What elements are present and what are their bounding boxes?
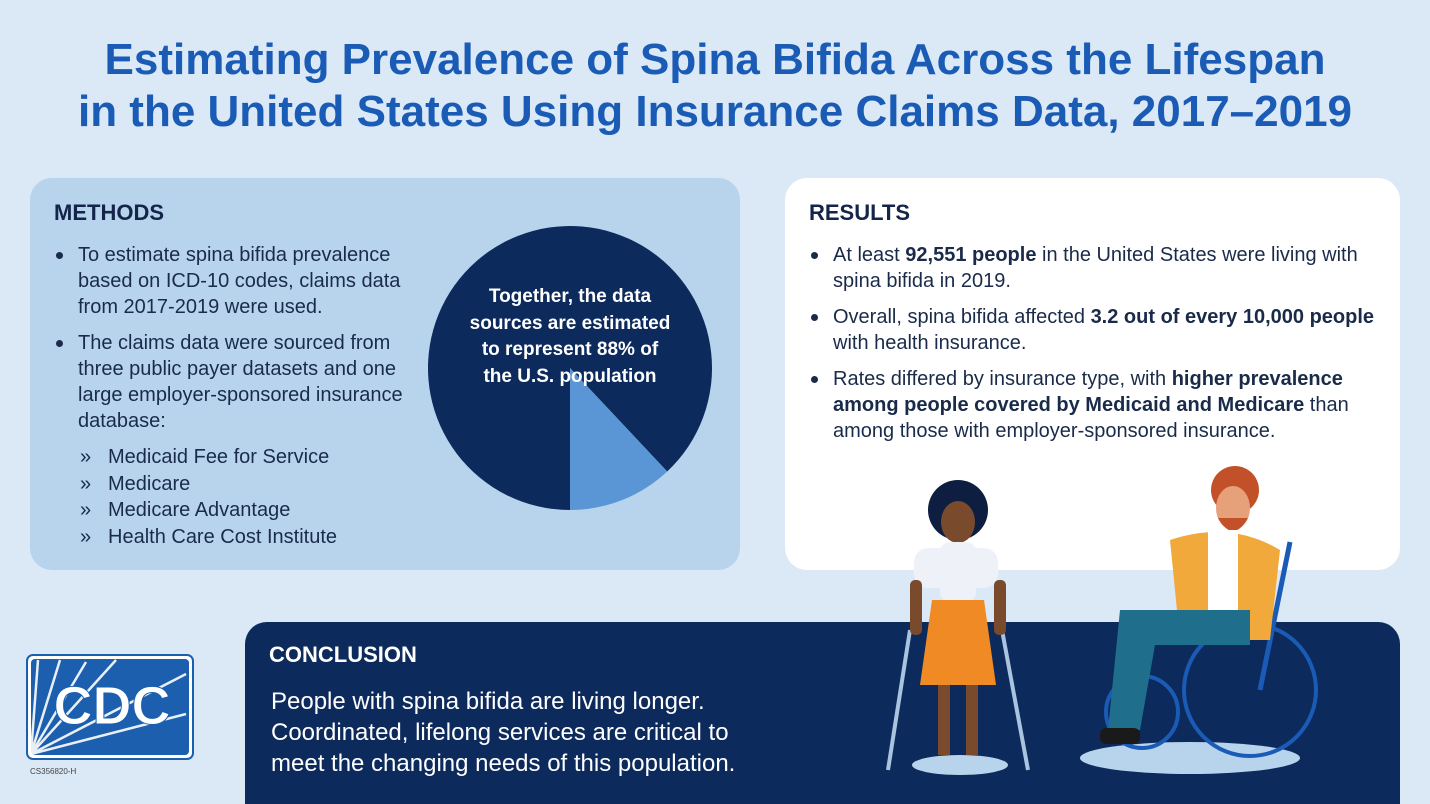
- bullet-run: At least: [833, 244, 906, 266]
- pie-text-line: the U.S. population: [483, 365, 657, 387]
- sub-bullet: » Medicaid Fee for Service: [54, 444, 424, 471]
- bullet-run: 92,551 people: [905, 244, 1037, 266]
- sub-bullet: » Medicare Advantage: [54, 497, 424, 524]
- sub-bullet-text: Medicaid Fee for Service: [108, 446, 330, 468]
- results-heading: RESULTS: [809, 200, 911, 225]
- pie-text-line: sources are estimated: [469, 312, 671, 334]
- logo-text: CDC: [54, 676, 171, 736]
- pie-slice: [427, 226, 712, 510]
- conclusion-text: People with spina bifida are living long…: [271, 686, 735, 779]
- sub-bullet-text: Health Care Cost Institute: [108, 525, 337, 548]
- bullet-dot: [811, 252, 818, 259]
- bullet-dot: [56, 340, 63, 347]
- conclusion-heading: CONCLUSION: [269, 642, 417, 667]
- conclusion-line: People with spina bifida are living long…: [271, 688, 705, 715]
- sub-list: » Medicaid Fee for Service » Medicare » Medic…: [54, 444, 424, 550]
- sub-marker: »: [80, 499, 92, 521]
- pie-slice: [570, 368, 668, 510]
- sub-bullet: » Health Care Cost Institute: [54, 524, 424, 551]
- conclusion-line: Coordinated, lifelong services are criti…: [271, 719, 729, 746]
- illustration: [886, 466, 1318, 775]
- bullet-run: higher prevalence among people covered b…: [833, 368, 1343, 416]
- bullet: The claims data were sourced from three …: [54, 330, 424, 434]
- sub-bullet: » Medicare: [54, 471, 424, 498]
- methods-panel: METHODS To estimate spina bifida prevale…: [30, 178, 740, 570]
- bullet-dot: [811, 314, 818, 321]
- sub-marker: »: [80, 446, 92, 468]
- bullet-run: in the United States were living with sp…: [833, 244, 1358, 292]
- bullet: Overall, spina bifida affected 3.2 out o…: [809, 304, 1379, 356]
- bullet: To estimate spina bifida prevalence base…: [54, 242, 424, 320]
- pie-text: Together, the data sources are estimated…: [428, 284, 712, 390]
- pie-text-line: to represent 88% of: [481, 339, 659, 360]
- title: Estimating Prevalence of Spina Bifida Ac…: [0, 34, 1430, 138]
- bullet-run: 3.2 out of every 10,000 people: [1090, 306, 1375, 328]
- title-line: in the United States Using Insurance Cla…: [77, 87, 1353, 136]
- bullet-run: Rates differed by insurance type, with: [833, 368, 1172, 390]
- cdc-logo: CDC: [26, 654, 194, 760]
- sub-bullet-text: Medicare: [108, 472, 191, 495]
- footer-code: CS356820-H: [30, 767, 77, 776]
- methods-heading: METHODS: [54, 200, 164, 225]
- results-panel: RESULTS At least 92,551 people in the Un…: [785, 178, 1400, 570]
- pie-text-line: Together, the data: [488, 286, 652, 307]
- title-line: Estimating Prevalence of Spina Bifida Ac…: [104, 35, 1326, 84]
- sub-marker: »: [80, 472, 92, 495]
- methods-list: To estimate spina bifida prevalence base…: [54, 242, 424, 550]
- sub-bullet-text: Medicare Advantage: [108, 499, 291, 521]
- pie-chart: [427, 226, 712, 510]
- sub-marker: »: [80, 525, 92, 548]
- bullet-text: The claims data were sourced from three …: [78, 332, 403, 432]
- results-list: At least 92,551 people in the United Sta…: [809, 242, 1379, 454]
- bullet-run: Overall, spina bifida affected: [833, 306, 1091, 328]
- bullet-text: To estimate spina bifida prevalence base…: [78, 244, 401, 318]
- bullet: Rates differed by insurance type, with h…: [809, 366, 1379, 444]
- bullet-dot: [811, 376, 818, 383]
- bullet-run: than among those with employer-sponsored…: [833, 394, 1349, 442]
- bullet-dot: [56, 252, 63, 259]
- conclusion-line: meet the changing needs of this populati…: [271, 750, 736, 777]
- bullet: At least 92,551 people in the United Sta…: [809, 242, 1379, 294]
- bullet-run: with health insurance.: [833, 332, 1027, 354]
